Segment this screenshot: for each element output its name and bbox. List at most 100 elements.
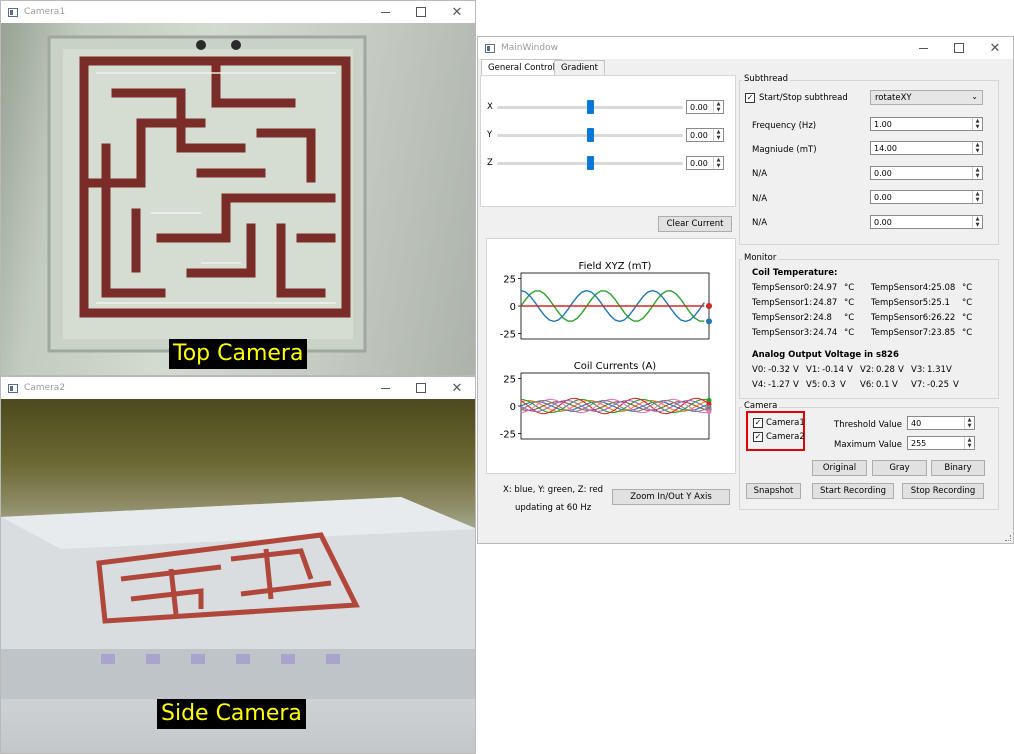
voltage-value: -0.25 bbox=[927, 380, 949, 390]
resize-grip-icon[interactable] bbox=[1005, 535, 1011, 541]
spin-down-icon[interactable]: ▼ bbox=[716, 163, 721, 169]
spin-down-icon[interactable]: ▼ bbox=[967, 443, 972, 449]
z-value: 0.00 bbox=[690, 158, 708, 168]
spin-up-icon[interactable]: ▲ bbox=[975, 142, 980, 148]
main-titlebar[interactable]: MainWindow ✕ bbox=[478, 37, 1013, 59]
spin-up-icon[interactable]: ▲ bbox=[967, 417, 972, 423]
current-series-line bbox=[520, 398, 710, 414]
param-na-1-spinbox[interactable]: 0.00 ▲ ▼ bbox=[870, 166, 983, 180]
spin-up-icon[interactable]: ▲ bbox=[716, 129, 721, 135]
maximum-spinbox[interactable]: 255 ▲ ▼ bbox=[907, 436, 975, 450]
maximize-icon[interactable] bbox=[403, 377, 439, 399]
coil-temperature-heading: Coil Temperature: bbox=[752, 268, 838, 278]
camera2-checkbox[interactable]: ✓ bbox=[753, 432, 763, 442]
voltage-value: 0.3 bbox=[822, 380, 836, 390]
tab-gradient[interactable]: Gradient bbox=[554, 60, 605, 76]
start-stop-subthread-checkbox[interactable]: ✓ bbox=[745, 93, 755, 103]
minimize-icon[interactable] bbox=[367, 377, 403, 399]
voltage-name: V3: bbox=[911, 365, 926, 375]
y-slider-thumb[interactable] bbox=[587, 128, 594, 142]
spin-up-icon[interactable]: ▲ bbox=[975, 216, 980, 222]
temp-unit: °C bbox=[962, 283, 973, 293]
spin-down-icon[interactable]: ▼ bbox=[975, 148, 980, 154]
app-icon bbox=[485, 43, 495, 53]
param-na-3-spinbox[interactable]: 0.00 ▲ ▼ bbox=[870, 215, 983, 229]
close-icon[interactable]: ✕ bbox=[989, 40, 1001, 56]
camera1-checkbox[interactable]: ✓ bbox=[753, 418, 763, 428]
spin-up-icon[interactable]: ▲ bbox=[975, 167, 980, 173]
tab-general-control[interactable]: General Control bbox=[481, 59, 562, 76]
spin-up-icon[interactable]: ▲ bbox=[967, 437, 972, 443]
temp-sensor-name: TempSensor6: bbox=[871, 313, 932, 323]
start-recording-button[interactable]: Start Recording bbox=[812, 483, 894, 499]
zoom-y-axis-button[interactable]: Zoom In/Out Y Axis bbox=[612, 489, 730, 505]
voltage-unit: V bbox=[953, 380, 959, 390]
frequency-spinbox[interactable]: 1.00 ▲ ▼ bbox=[870, 117, 983, 131]
spin-down-icon[interactable]: ▼ bbox=[975, 124, 980, 130]
spin-up-icon[interactable]: ▲ bbox=[975, 191, 980, 197]
maximize-icon[interactable] bbox=[403, 1, 439, 23]
side-camera-image bbox=[1, 497, 475, 699]
y-value-spinbox[interactable]: 0.00 ▲ ▼ bbox=[686, 128, 724, 142]
subthread-mode-select[interactable]: rotateXY ⌄ bbox=[870, 90, 983, 105]
spin-down-icon[interactable]: ▼ bbox=[975, 197, 980, 203]
magnitude-spinbox[interactable]: 14.00 ▲ ▼ bbox=[870, 141, 983, 155]
original-button[interactable]: Original bbox=[812, 460, 867, 476]
voltage-value: -0.32 bbox=[768, 365, 790, 375]
temp-sensor-name: TempSensor4: bbox=[871, 283, 932, 293]
temp-unit: °C bbox=[844, 328, 855, 338]
spin-down-icon[interactable]: ▼ bbox=[975, 222, 980, 228]
binary-button[interactable]: Binary bbox=[931, 460, 985, 476]
spin-up-icon[interactable]: ▲ bbox=[716, 101, 721, 107]
camera1-titlebar[interactable]: Camera1 ✕ bbox=[1, 1, 475, 23]
voltage-unit: V bbox=[946, 365, 952, 375]
temp-sensor-name: TempSensor5: bbox=[871, 298, 932, 308]
gray-button[interactable]: Gray bbox=[872, 460, 927, 476]
field-series-endpoint bbox=[706, 318, 712, 325]
field-series-line bbox=[520, 290, 705, 322]
minimize-icon[interactable] bbox=[367, 1, 403, 23]
app-icon bbox=[8, 7, 18, 17]
stop-recording-button[interactable]: Stop Recording bbox=[902, 483, 984, 499]
param-na-2-spinbox[interactable]: 0.00 ▲ ▼ bbox=[870, 190, 983, 204]
spin-up-icon[interactable]: ▲ bbox=[716, 157, 721, 163]
temp-sensor-name: TempSensor0: bbox=[752, 283, 813, 293]
x-slider-thumb[interactable] bbox=[587, 100, 594, 114]
top-camera-image bbox=[47, 35, 367, 353]
param-label-na-3: N/A bbox=[752, 218, 768, 228]
z-slider-thumb[interactable] bbox=[587, 156, 594, 170]
temp-sensor-value: 23.85 bbox=[931, 328, 956, 338]
spin-up-icon[interactable]: ▲ bbox=[975, 118, 980, 124]
camera1-window: Camera1 ✕ bbox=[0, 0, 476, 376]
temp-unit: °C bbox=[844, 283, 855, 293]
param-label-na-1: N/A bbox=[752, 169, 768, 179]
param-label-frequency: Frequency (Hz) bbox=[752, 121, 817, 131]
z-value-spinbox[interactable]: 0.00 ▲ ▼ bbox=[686, 156, 724, 170]
x-value-spinbox[interactable]: 0.00 ▲ ▼ bbox=[686, 100, 724, 114]
spin-down-icon[interactable]: ▼ bbox=[975, 173, 980, 179]
voltage-name: V7: bbox=[911, 380, 926, 390]
maximum-label: Maximum Value bbox=[834, 440, 902, 450]
param-na-2-value: 0.00 bbox=[874, 192, 892, 202]
voltage-name: V6: bbox=[860, 380, 875, 390]
voltage-heading: Analog Output Voltage in s826 bbox=[752, 350, 899, 360]
camera2-titlebar[interactable]: Camera2 ✕ bbox=[1, 377, 475, 399]
clear-current-button[interactable]: Clear Current bbox=[658, 216, 732, 232]
snapshot-button[interactable]: Snapshot bbox=[746, 483, 801, 499]
update-rate-text: updating at 60 Hz bbox=[515, 503, 592, 513]
param-label-na-2: N/A bbox=[752, 194, 768, 204]
voltage-unit: V bbox=[793, 365, 799, 375]
close-icon[interactable]: ✕ bbox=[451, 4, 463, 20]
spin-down-icon[interactable]: ▼ bbox=[716, 135, 721, 141]
spin-down-icon[interactable]: ▼ bbox=[716, 107, 721, 113]
camera2-checkbox-label: Camera2 bbox=[766, 432, 805, 442]
close-icon[interactable]: ✕ bbox=[451, 380, 463, 396]
field-series-endpoint bbox=[706, 303, 712, 309]
minimize-icon[interactable] bbox=[905, 37, 941, 59]
voltage-name: V0: bbox=[752, 365, 767, 375]
temp-sensor-name: TempSensor3: bbox=[752, 328, 813, 338]
threshold-spinbox[interactable]: 40 ▲ ▼ bbox=[907, 416, 975, 430]
start-stop-subthread-label: Start/Stop subthread bbox=[759, 93, 848, 103]
spin-down-icon[interactable]: ▼ bbox=[967, 423, 972, 429]
maximize-icon[interactable] bbox=[941, 37, 977, 59]
